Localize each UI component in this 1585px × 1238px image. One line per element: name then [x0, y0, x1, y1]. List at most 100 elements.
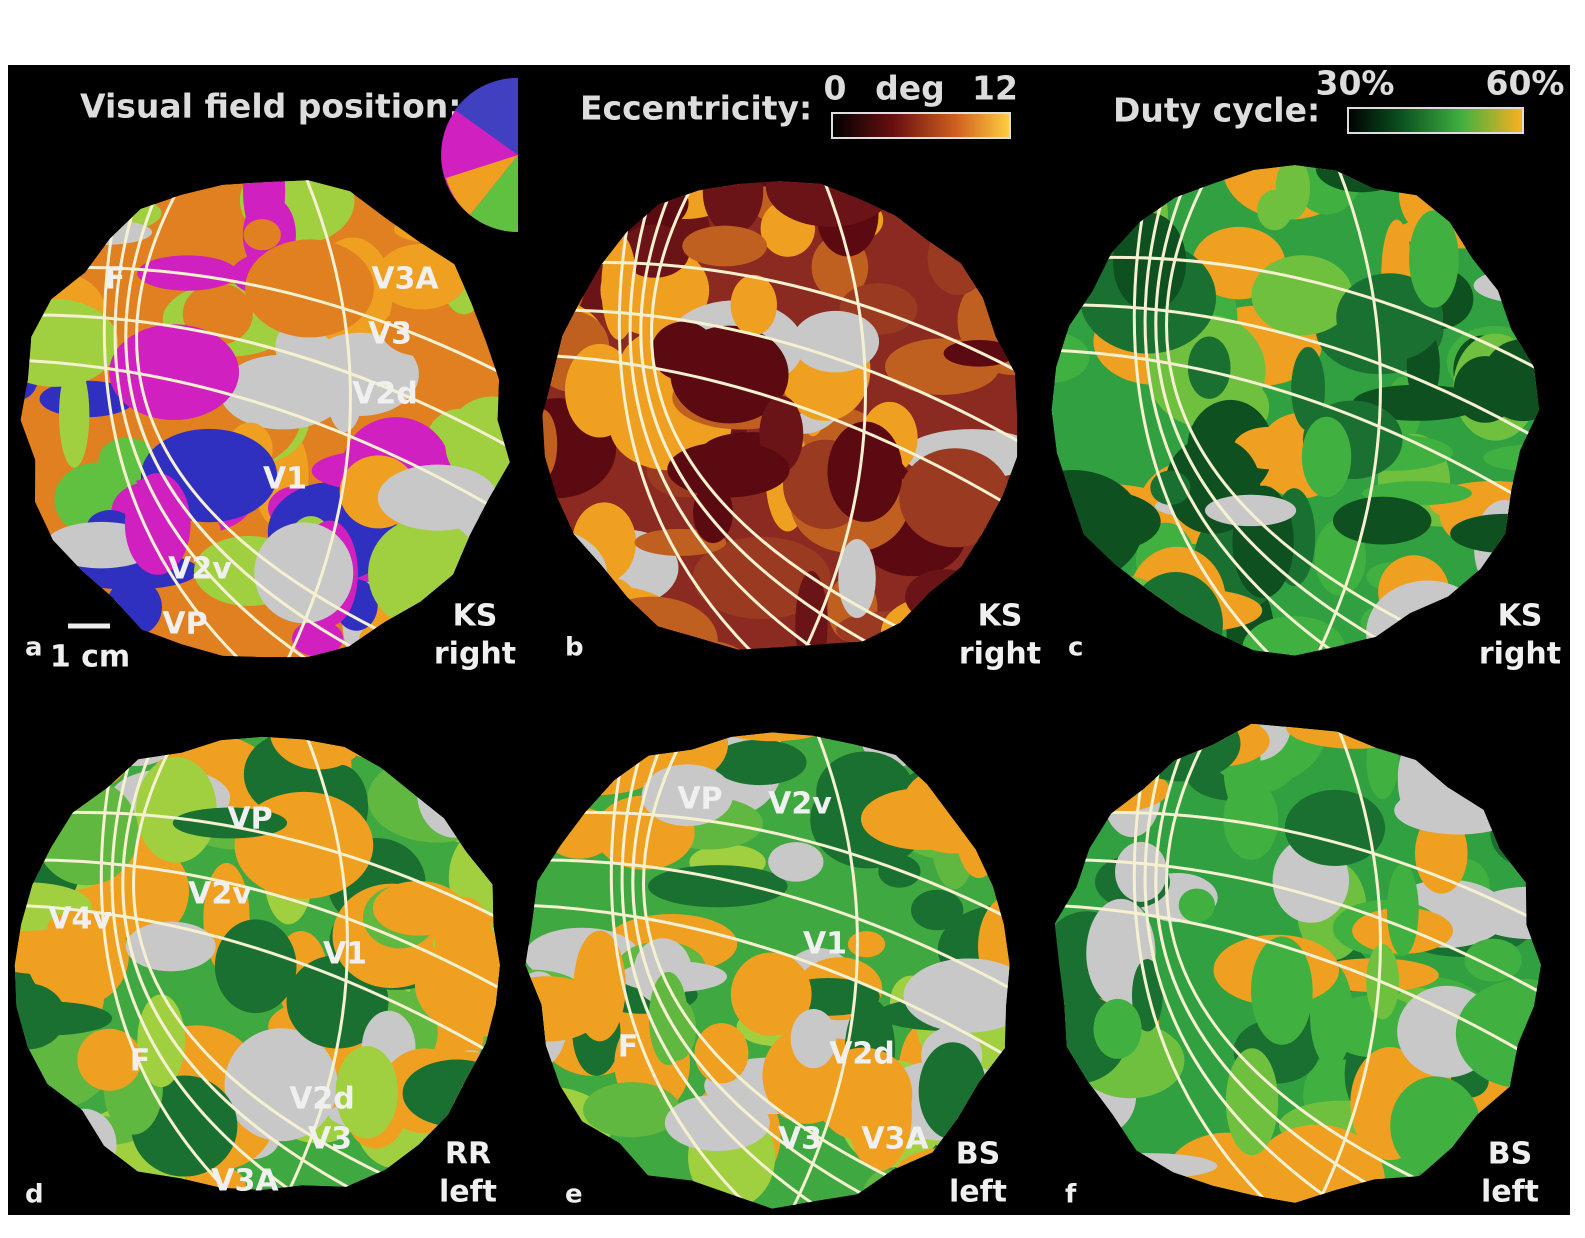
map-patch [1251, 936, 1313, 1045]
area-label: V1 [263, 462, 307, 497]
boundary-line [1143, 723, 1346, 1203]
boundary-line [609, 732, 754, 1209]
boundary-line [620, 732, 823, 1209]
boundary-line [542, 308, 1018, 447]
boundary-line [617, 181, 762, 650]
boundary-line [102, 180, 247, 658]
boundary-line [14, 858, 500, 997]
boundary-line [135, 180, 456, 658]
map-patch [224, 1028, 338, 1142]
boundary-line [650, 181, 971, 650]
color-wheel-segment [470, 155, 518, 233]
map-patch [847, 931, 886, 958]
colorbar [1347, 107, 1524, 134]
map-patch [269, 736, 369, 770]
boundary-line [1154, 165, 1416, 656]
scale-label: 1 cm [50, 640, 130, 675]
map-patch [14, 983, 66, 1050]
area-label: F [105, 262, 126, 297]
boundary-line [1154, 723, 1416, 1203]
panel-letter: f [1065, 1180, 1077, 1210]
panel-letter: e [565, 1180, 583, 1210]
map-patch [790, 1009, 837, 1069]
map-patch [564, 343, 635, 438]
boundary-line [132, 736, 453, 1190]
area-label: V3A [861, 1122, 929, 1157]
legend-title: Eccentricity: [580, 89, 812, 128]
subject-label: KS [1498, 599, 1543, 634]
area-label: V1 [323, 937, 367, 972]
map-patch [1051, 331, 1090, 383]
map-patch [670, 325, 789, 424]
map-patch [245, 239, 374, 338]
subject-label: RR [445, 1137, 491, 1172]
boundary-line [1165, 165, 1486, 656]
area-label: V3A [371, 262, 439, 297]
hemisphere-label: left [949, 1175, 1007, 1210]
area-label: V2v [168, 552, 232, 587]
map-patch [243, 219, 281, 251]
boundary-line [14, 903, 500, 1067]
map-patch [1481, 339, 1540, 422]
map-patch [1464, 938, 1522, 982]
area-label: VP [677, 782, 722, 817]
area-label: V3 [308, 1122, 352, 1157]
area-label: VP [227, 802, 272, 837]
map-patch [702, 181, 764, 234]
boundary-line [1165, 723, 1486, 1203]
subject-label: BS [1488, 1137, 1532, 1172]
map-patch [445, 396, 510, 491]
hemisphere-label: right [1479, 637, 1561, 672]
boundary-line [642, 732, 963, 1209]
map-patch [414, 932, 500, 1037]
hemisphere-label: left [439, 1175, 497, 1210]
boundary-line [283, 180, 352, 658]
map-patch [1251, 255, 1353, 336]
map-patch [542, 409, 558, 480]
map-patch [301, 332, 419, 416]
boundary-line [525, 903, 1010, 1067]
boundary-line [20, 358, 510, 522]
boundary-line [542, 353, 1018, 517]
map-patch [137, 994, 185, 1088]
map-patch [381, 305, 463, 357]
map-patch [795, 571, 828, 650]
boundary-line [628, 181, 831, 650]
map-patch [827, 421, 903, 522]
map-patch [214, 919, 297, 1014]
map-patch [838, 539, 876, 618]
map-patch [375, 243, 468, 310]
map-patch [899, 448, 1011, 548]
area-label: V3A [211, 1164, 279, 1199]
boundary-line [99, 736, 244, 1190]
map-patch [335, 1045, 399, 1139]
legend-title: Duty cycle: [1113, 91, 1320, 130]
map-patch [682, 225, 768, 267]
map-patch [59, 361, 90, 468]
area-label: V2d [829, 1037, 895, 1072]
map-patch [77, 1028, 142, 1091]
boundary-line [1054, 903, 1542, 1067]
boundary-line [121, 736, 383, 1190]
map-patch [125, 921, 216, 972]
hemisphere-label: left [1481, 1175, 1539, 1210]
map-patch [647, 865, 788, 908]
map-patch [768, 842, 824, 882]
area-label: V2d [289, 1082, 355, 1117]
map-patch [1409, 210, 1459, 308]
area-label: F [130, 1044, 151, 1079]
legend-min: 0 [824, 69, 847, 108]
map-patch [136, 757, 217, 863]
boundary-line [1054, 858, 1542, 997]
legend-max: 60% [1486, 64, 1565, 103]
legend-unit: deg [875, 69, 945, 108]
map-patch [1301, 416, 1352, 498]
map-patch [693, 481, 733, 544]
boundary-line [1051, 303, 1540, 442]
panel-letter: c [1068, 633, 1083, 663]
boundary-line [1051, 348, 1540, 512]
map-patch [792, 310, 880, 373]
map-patch [1242, 616, 1346, 656]
map-patch [730, 952, 812, 1036]
